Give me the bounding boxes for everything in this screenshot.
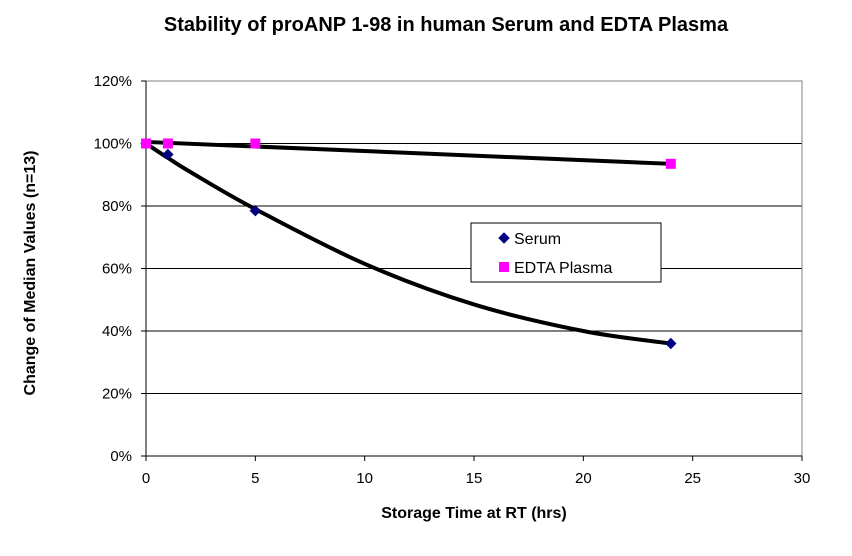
- edta-plasma-trendline: [144, 139, 673, 166]
- y-tick-label: 40%: [102, 323, 132, 340]
- edta-plasma-point: [250, 138, 261, 149]
- x-tick-label: 20: [575, 470, 592, 487]
- x-tick-label: 0: [142, 470, 150, 487]
- edta-plasma-point: [141, 138, 151, 149]
- edta-plasma-point: [162, 138, 173, 149]
- legend-serum-label: Serum: [514, 231, 561, 248]
- x-tick-label: 25: [684, 470, 701, 487]
- chart-title: Stability of proANP 1-98 in human Serum …: [163, 14, 729, 36]
- y-tick-label: 20%: [102, 386, 132, 403]
- x-axis-label: Storage Time at RT (hrs): [381, 505, 567, 522]
- x-tick-label: 10: [356, 470, 373, 487]
- legend-edta-plasma-label: EDTA Plasma: [514, 260, 613, 277]
- legend-edta-plasma-marker: [499, 262, 509, 272]
- legend-box: [470, 222, 662, 283]
- y-tick-label: 60%: [102, 261, 132, 278]
- legend-serum-marker: [498, 232, 510, 244]
- x-tick-label: 15: [466, 470, 483, 487]
- y-tick-label: 100%: [94, 136, 132, 153]
- y-tick-label: 120%: [94, 73, 132, 90]
- serum-point: [249, 204, 262, 217]
- x-tick-label: 30: [794, 470, 811, 487]
- x-tick-label: 5: [251, 470, 259, 487]
- y-tick-label: 0%: [110, 448, 132, 465]
- serum-trendline: [144, 141, 673, 346]
- y-tick-label: 80%: [102, 198, 132, 215]
- serum-point: [665, 337, 677, 350]
- edta-plasma-point: [665, 158, 676, 169]
- serum-point: [162, 148, 174, 161]
